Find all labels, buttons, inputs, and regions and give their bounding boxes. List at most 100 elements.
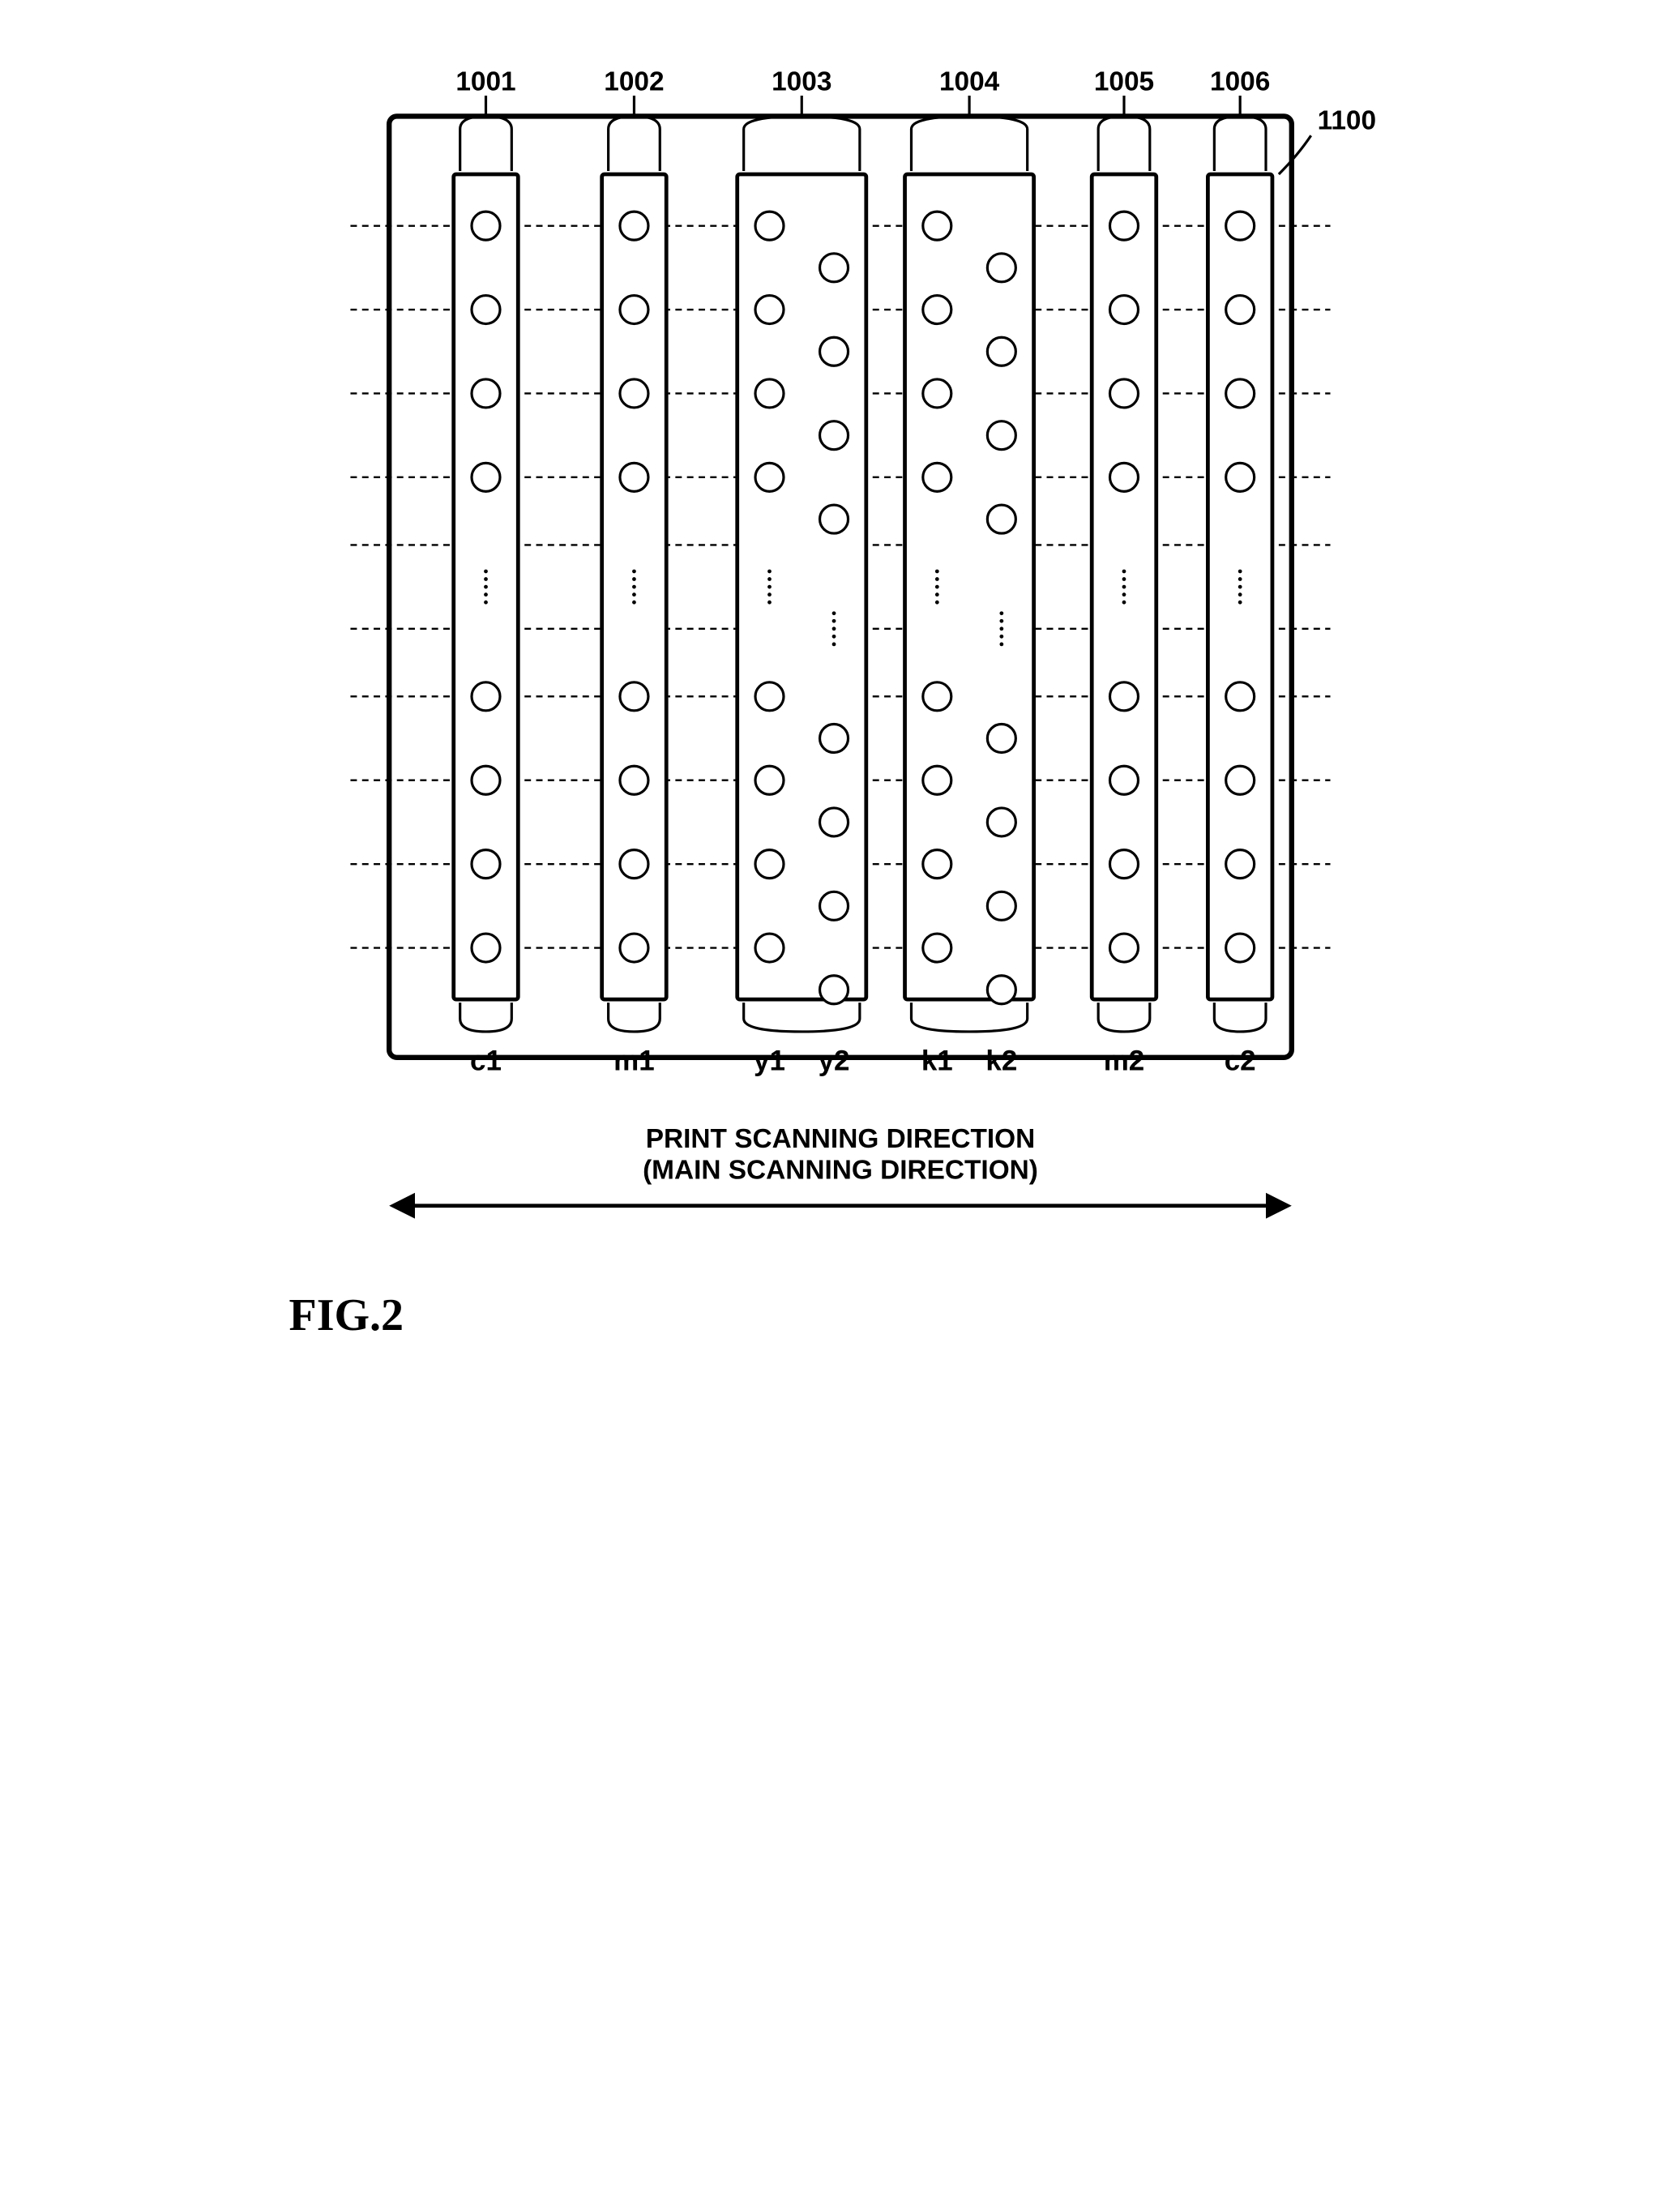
assembly-label: 1100 <box>1317 105 1375 135</box>
nozzle <box>819 254 848 282</box>
nozzle <box>1225 296 1254 324</box>
nozzle <box>471 296 499 324</box>
nozzle <box>619 212 648 240</box>
nozzle <box>987 976 1015 1004</box>
ellipsis-dot <box>831 626 836 631</box>
nozzle <box>1109 934 1138 962</box>
ellipsis-dot <box>999 626 1003 631</box>
ellipsis-dot <box>934 601 938 605</box>
nozzle <box>755 463 783 491</box>
ellipsis-dot <box>632 601 636 605</box>
nozzle <box>1109 212 1138 240</box>
ellipsis-dot <box>767 577 772 581</box>
ellipsis-dot <box>767 585 772 589</box>
column-label-k1: k1 <box>921 1045 952 1077</box>
ellipsis-dot <box>484 577 488 581</box>
ellipsis-dot <box>831 619 836 623</box>
ellipsis-dot <box>831 635 836 639</box>
nozzle <box>1225 934 1254 962</box>
head-1004 <box>904 174 1033 999</box>
nozzle <box>471 212 499 240</box>
ellipsis-dot <box>999 642 1003 646</box>
column-label-k2: k2 <box>985 1045 1017 1077</box>
nozzle <box>471 463 499 491</box>
column-label-y2: y2 <box>818 1045 849 1077</box>
nozzle <box>619 379 648 408</box>
ellipsis-dot <box>484 601 488 605</box>
nozzle <box>1109 682 1138 711</box>
head-bracket-bottom-1006 <box>1214 1003 1266 1032</box>
nozzle <box>987 421 1015 450</box>
nozzle <box>619 463 648 491</box>
ellipsis-dot <box>632 585 636 589</box>
ellipsis-dot <box>1122 601 1126 605</box>
nozzle <box>819 891 848 920</box>
nozzle <box>922 296 951 324</box>
nozzle <box>619 682 648 711</box>
nozzle <box>619 850 648 879</box>
column-label-m1: m1 <box>613 1045 655 1077</box>
nozzle <box>1109 850 1138 879</box>
nozzle <box>922 766 951 794</box>
nozzle <box>819 421 848 450</box>
figure-label: FIG.2 <box>289 1289 1408 1341</box>
nozzle <box>1225 766 1254 794</box>
ellipsis-dot <box>632 577 636 581</box>
column-label-y1: y1 <box>754 1045 785 1077</box>
nozzle <box>755 766 783 794</box>
head-bracket-top-1003 <box>743 96 859 171</box>
ellipsis-dot <box>484 585 488 589</box>
nozzle <box>755 379 783 408</box>
nozzle <box>987 808 1015 836</box>
ellipsis-dot <box>934 592 938 596</box>
nozzle <box>755 934 783 962</box>
nozzle <box>819 976 848 1004</box>
nozzle <box>922 379 951 408</box>
ellipsis-dot <box>1122 585 1126 589</box>
nozzle <box>755 682 783 711</box>
nozzle <box>819 808 848 836</box>
printhead-diagram: 11001001c11002m11003y1y21004k1k21005m210… <box>273 32 1408 1257</box>
head-bracket-top-1006 <box>1214 96 1266 171</box>
head-label-1003: 1003 <box>772 67 831 97</box>
ellipsis-dot <box>1122 570 1126 574</box>
ellipsis-dot <box>1238 570 1242 574</box>
ellipsis-dot <box>1238 577 1242 581</box>
head-label-1005: 1005 <box>1093 67 1153 97</box>
nozzle <box>1225 682 1254 711</box>
column-label-c1: c1 <box>470 1045 502 1077</box>
nozzle <box>471 682 499 711</box>
ellipsis-dot <box>1238 601 1242 605</box>
head-label-1006: 1006 <box>1210 67 1270 97</box>
head-label-1001: 1001 <box>455 67 515 97</box>
ellipsis-dot <box>1238 585 1242 589</box>
nozzle <box>755 212 783 240</box>
direction-text-1: PRINT SCANNING DIRECTION <box>645 1124 1034 1154</box>
nozzle <box>922 682 951 711</box>
nozzle <box>987 725 1015 753</box>
head-label-1004: 1004 <box>938 67 999 97</box>
head-bracket-bottom-1003 <box>743 1003 859 1032</box>
head-bracket-top-1004 <box>911 96 1027 171</box>
nozzle <box>471 850 499 879</box>
head-bracket-bottom-1001 <box>460 1003 511 1032</box>
column-label-c2: c2 <box>1224 1045 1255 1077</box>
ellipsis-dot <box>484 592 488 596</box>
nozzle <box>819 505 848 533</box>
ellipsis-dot <box>999 611 1003 615</box>
ellipsis-dot <box>999 619 1003 623</box>
ellipsis-dot <box>934 570 938 574</box>
ellipsis-dot <box>767 601 772 605</box>
direction-arrow-left <box>389 1193 415 1219</box>
nozzle <box>1109 379 1138 408</box>
nozzle <box>755 296 783 324</box>
head-bracket-top-1001 <box>460 96 511 171</box>
nozzle <box>1109 463 1138 491</box>
ellipsis-dot <box>1122 592 1126 596</box>
nozzle <box>922 463 951 491</box>
ellipsis-dot <box>934 577 938 581</box>
nozzle <box>619 296 648 324</box>
nozzle <box>987 505 1015 533</box>
nozzle <box>987 337 1015 366</box>
nozzle <box>987 254 1015 282</box>
